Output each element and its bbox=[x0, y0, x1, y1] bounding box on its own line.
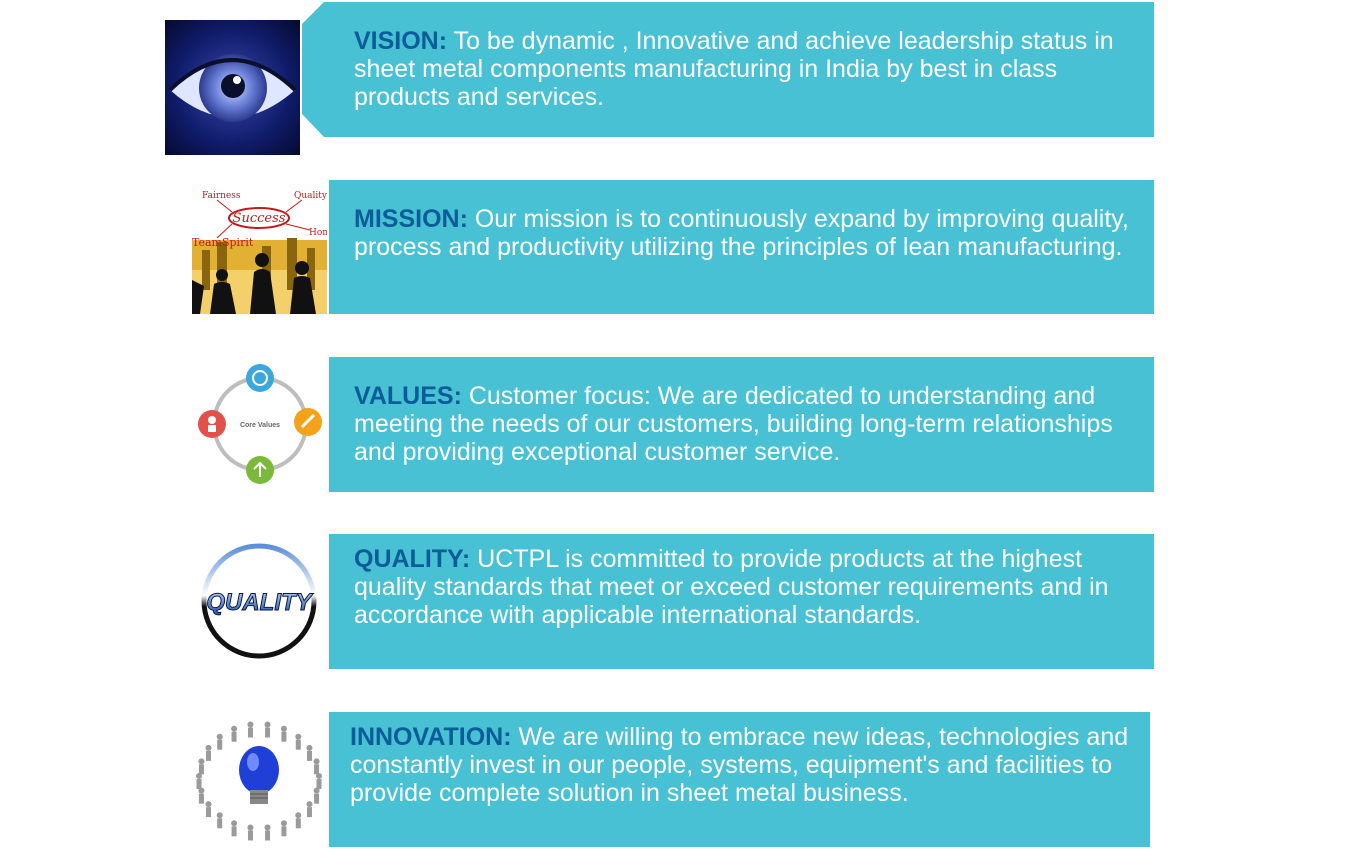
svg-text:Hone: Hone bbox=[309, 228, 327, 238]
person-figure bbox=[216, 812, 223, 819]
values-text: Customer focus: We are dedicated to unde… bbox=[354, 382, 1113, 466]
person-figure-body bbox=[295, 739, 301, 750]
vision-heading: VISION: bbox=[354, 27, 448, 55]
person-figure bbox=[231, 820, 238, 827]
person-figure bbox=[316, 773, 322, 779]
eye-icon bbox=[165, 20, 300, 155]
innovation-heading: INNOVATION: bbox=[350, 723, 512, 751]
person-figure bbox=[306, 801, 313, 808]
person-figure bbox=[313, 758, 320, 765]
core-values-cycle-icon: Core Values bbox=[198, 364, 322, 484]
svg-text:Core Values: Core Values bbox=[240, 422, 280, 429]
mission-text: Our mission is to continuously expand by… bbox=[354, 205, 1129, 261]
mission-image: Success Fairness Quality TeamSpirit Hone bbox=[192, 180, 327, 314]
person-figure-body bbox=[198, 764, 204, 775]
values-image: Core Values bbox=[192, 357, 327, 492]
person-figure bbox=[280, 820, 287, 827]
person-figure bbox=[205, 801, 212, 808]
person-figure bbox=[205, 744, 212, 751]
person-figure bbox=[264, 721, 271, 728]
lightbulb-people-icon bbox=[196, 721, 322, 841]
person-figure bbox=[247, 824, 254, 831]
svg-text:Fairness: Fairness bbox=[202, 191, 241, 201]
innovation-image bbox=[192, 712, 327, 847]
person-figure-body bbox=[198, 793, 204, 804]
svg-text:Quality: Quality bbox=[294, 191, 327, 201]
person-figure-body bbox=[196, 779, 202, 789]
vision-arrow-notch bbox=[302, 2, 332, 137]
teamwork-icon: Success Fairness Quality TeamSpirit Hone bbox=[192, 191, 327, 314]
person-figure bbox=[198, 758, 205, 765]
person-figure bbox=[196, 773, 202, 779]
person-figure bbox=[295, 733, 302, 740]
quality-heading: QUALITY: bbox=[354, 545, 471, 573]
quality-text: UCTPL is committed to provide products a… bbox=[354, 545, 1109, 629]
values-heading: VALUES: bbox=[354, 382, 462, 410]
person-figure-body bbox=[281, 731, 287, 742]
innovation-text: We are willing to embrace new ideas, tec… bbox=[350, 723, 1129, 807]
person-figure-body bbox=[247, 830, 253, 841]
person-figure bbox=[295, 812, 302, 819]
person-figure-body bbox=[247, 727, 253, 738]
person-figure-body bbox=[314, 793, 320, 804]
quality-image: QUALITY bbox=[192, 534, 327, 669]
person-figure-body bbox=[206, 750, 212, 761]
person-figure-body bbox=[306, 750, 312, 761]
person-figure bbox=[264, 824, 271, 831]
person-figure-body bbox=[316, 779, 322, 789]
svg-text:QUALITY: QUALITY bbox=[206, 589, 313, 616]
person-figure-body bbox=[217, 818, 223, 829]
vision-panel: VISION: To be dynamic , Innovative and a… bbox=[329, 2, 1154, 137]
svg-text:Success: Success bbox=[233, 211, 286, 226]
person-figure-body bbox=[265, 727, 271, 738]
person-figure-body bbox=[306, 807, 312, 818]
vision-text: To be dynamic , Innovative and achieve l… bbox=[354, 27, 1114, 111]
person-figure-body bbox=[295, 818, 301, 829]
svg-text:TeamSpirit: TeamSpirit bbox=[192, 236, 254, 249]
person-figure-body bbox=[231, 731, 237, 742]
values-panel: VALUES: Customer focus: We are dedicated… bbox=[329, 357, 1154, 492]
person-figure bbox=[280, 725, 287, 732]
person-figure bbox=[231, 725, 238, 732]
person-figure-body bbox=[217, 739, 223, 750]
quality-badge-icon: QUALITY bbox=[201, 543, 317, 659]
innovation-panel: INNOVATION: We are willing to embrace ne… bbox=[329, 712, 1150, 847]
person-figure bbox=[313, 787, 320, 794]
person-figure bbox=[306, 744, 313, 751]
quality-panel: QUALITY: UCTPL is committed to provide p… bbox=[329, 534, 1154, 669]
mission-heading: MISSION: bbox=[354, 205, 468, 233]
person-figure bbox=[198, 787, 205, 794]
person-figure-body bbox=[231, 826, 237, 837]
person-figure-body bbox=[265, 830, 271, 841]
eye-image bbox=[165, 20, 300, 155]
person-figure bbox=[247, 721, 254, 728]
person-figure-body bbox=[281, 826, 287, 837]
person-figure-body bbox=[206, 807, 212, 818]
person-figure bbox=[216, 733, 223, 740]
person-figure-body bbox=[314, 764, 320, 775]
mission-panel: MISSION: Our mission is to continuously … bbox=[329, 180, 1154, 314]
